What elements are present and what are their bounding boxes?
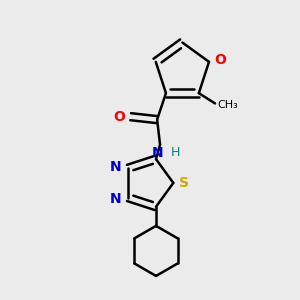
Text: H: H [170,146,180,159]
Text: N: N [110,160,122,174]
Text: CH₃: CH₃ [218,100,238,110]
Text: S: S [178,176,189,190]
Text: N: N [110,192,122,206]
Text: N: N [152,146,164,160]
Text: O: O [113,110,125,124]
Text: O: O [214,52,226,67]
